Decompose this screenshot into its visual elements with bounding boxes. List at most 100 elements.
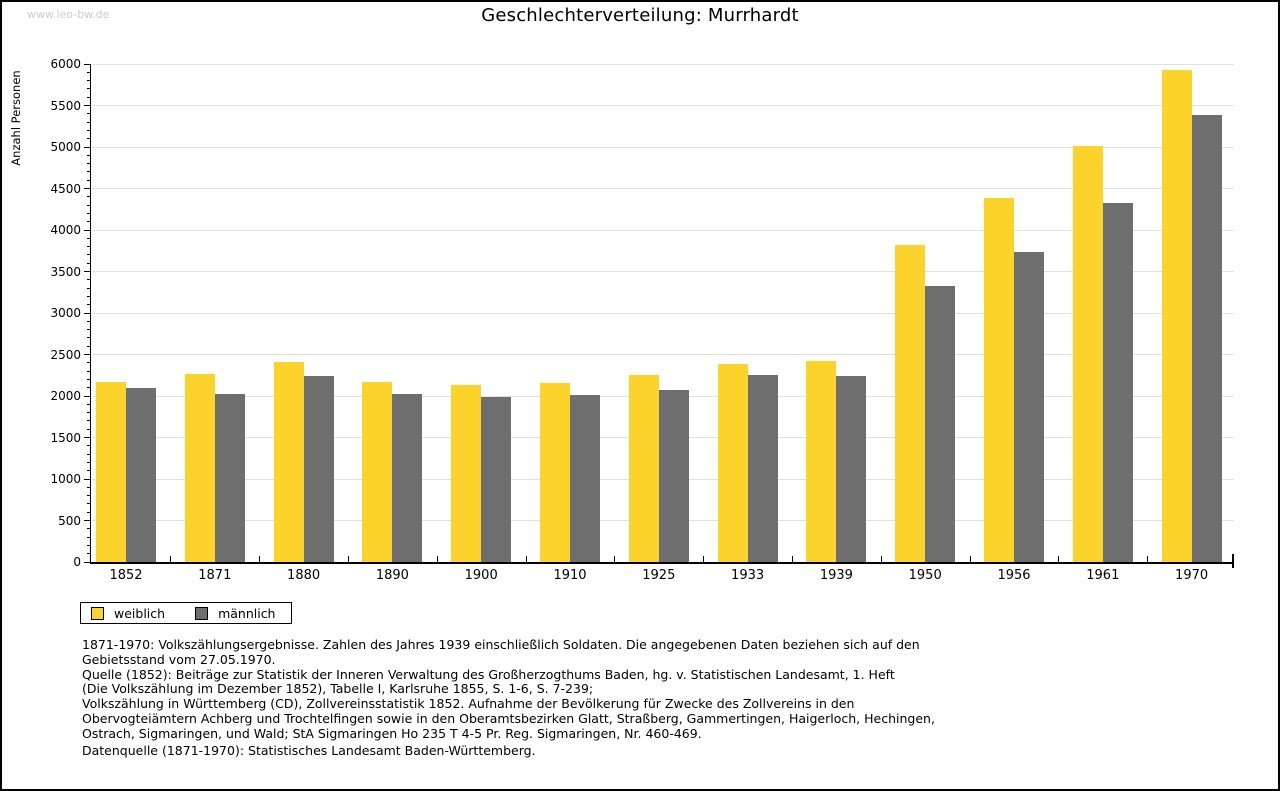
x-tick-label: 1970 bbox=[1175, 568, 1209, 583]
bar-weiblich-1852 bbox=[96, 381, 126, 562]
y-minor-tick bbox=[87, 428, 90, 430]
y-tick-label: 3500 bbox=[50, 264, 81, 279]
y-minor-tick bbox=[87, 154, 90, 156]
x-tick-label: 1900 bbox=[464, 568, 498, 583]
y-tick-label: 1500 bbox=[50, 430, 81, 445]
x-tick-label: 1950 bbox=[908, 568, 942, 583]
y-major-tick bbox=[84, 105, 90, 106]
bar-weiblich-1939 bbox=[806, 361, 837, 562]
y-minor-tick bbox=[87, 329, 90, 331]
bar-männlich-1961 bbox=[1102, 203, 1133, 562]
y-minor-tick bbox=[87, 461, 90, 463]
bar-männlich-1950 bbox=[925, 285, 956, 562]
datasource-line: Datenquelle (1871-1970): Statistisches L… bbox=[82, 743, 536, 758]
y-minor-tick bbox=[87, 503, 90, 505]
y-minor-tick bbox=[87, 370, 90, 372]
x-tick-label: 1890 bbox=[375, 568, 409, 583]
bar-männlich-1852 bbox=[126, 387, 156, 562]
y-minor-tick bbox=[87, 237, 90, 239]
y-minor-tick bbox=[87, 71, 90, 73]
footnote-line: Quelle (1852): Beiträge zur Statistik de… bbox=[82, 666, 895, 682]
y-axis-label: Anzahl Personen bbox=[9, 70, 23, 166]
y-minor-tick bbox=[87, 129, 90, 131]
x-boundary-tick bbox=[170, 556, 172, 562]
footnote-line: Obervogteiämtern Achberg und Trochtelfin… bbox=[82, 710, 935, 726]
bar-männlich-1871 bbox=[214, 394, 245, 562]
y-minor-tick bbox=[87, 403, 90, 405]
y-minor-tick bbox=[87, 345, 90, 347]
y-minor-tick bbox=[87, 212, 90, 214]
y-minor-tick bbox=[87, 304, 90, 306]
y-minor-tick bbox=[87, 179, 90, 181]
x-boundary-tick bbox=[614, 556, 616, 562]
x-boundary-tick bbox=[436, 556, 438, 562]
y-minor-tick bbox=[87, 287, 90, 289]
gridline bbox=[91, 229, 1234, 231]
x-tick-label: 1852 bbox=[109, 568, 143, 583]
y-minor-tick bbox=[87, 204, 90, 206]
bar-männlich-1890 bbox=[392, 394, 423, 562]
gridline bbox=[91, 146, 1234, 148]
y-major-tick bbox=[84, 561, 90, 563]
bar-weiblich-1950 bbox=[895, 244, 926, 562]
y-minor-tick bbox=[87, 536, 90, 538]
y-tick-label: 2000 bbox=[50, 389, 81, 403]
bar-weiblich-1871 bbox=[184, 374, 215, 562]
bar-weiblich-1925 bbox=[628, 375, 659, 562]
y-minor-tick bbox=[87, 553, 90, 555]
y-tick-label: 5000 bbox=[50, 140, 81, 154]
x-boundary-tick bbox=[703, 556, 705, 562]
bar-weiblich-1900 bbox=[451, 385, 482, 562]
legend-swatch-maennlich bbox=[195, 606, 209, 620]
y-major-tick bbox=[84, 63, 90, 65]
bar-weiblich-1956 bbox=[984, 198, 1014, 562]
y-tick-label: 4000 bbox=[50, 223, 81, 237]
y-major-tick bbox=[84, 354, 90, 355]
legend-label-weiblich: weiblich bbox=[114, 605, 166, 621]
y-minor-tick bbox=[87, 320, 90, 322]
y-minor-tick bbox=[87, 412, 90, 414]
bar-männlich-1880 bbox=[303, 376, 334, 562]
gridline bbox=[91, 271, 1234, 272]
y-minor-tick bbox=[87, 295, 90, 297]
y-minor-tick bbox=[87, 420, 90, 422]
y-minor-tick bbox=[87, 445, 90, 447]
footnotes: 1871-1970: Volkszählungsergebnisse. Zahl… bbox=[82, 637, 935, 742]
gridline bbox=[91, 105, 1234, 106]
y-minor-tick bbox=[87, 88, 90, 90]
watermark: www.leo-bw.de bbox=[27, 8, 110, 21]
x-tick-label: 1933 bbox=[731, 568, 765, 583]
y-major-tick bbox=[84, 271, 90, 272]
bar-männlich-1970 bbox=[1191, 114, 1222, 562]
x-tick-label: 1910 bbox=[553, 568, 587, 583]
y-major-tick bbox=[84, 229, 90, 231]
footnote-line: Ostrach, Sigmaringen, und Wald; StA Sigm… bbox=[82, 725, 702, 741]
footnote-line: 1871-1970: Volkszählungsergebnisse. Zahl… bbox=[82, 637, 920, 652]
y-minor-tick bbox=[87, 378, 90, 380]
gridline bbox=[91, 354, 1234, 355]
y-tick-label: 5500 bbox=[50, 98, 81, 113]
x-boundary-tick bbox=[259, 556, 261, 562]
y-minor-tick bbox=[87, 262, 90, 264]
bar-männlich-1900 bbox=[481, 396, 512, 562]
y-minor-tick bbox=[87, 80, 90, 82]
x-boundary-tick bbox=[525, 556, 527, 562]
y-tick-label: 4500 bbox=[50, 181, 81, 196]
bar-weiblich-1910 bbox=[540, 382, 570, 562]
y-minor-tick bbox=[87, 113, 90, 115]
y-minor-tick bbox=[87, 528, 90, 530]
legend-swatch-weiblich bbox=[91, 606, 104, 620]
x-axis-end-tick bbox=[1232, 554, 1234, 568]
y-tick-label: 1000 bbox=[50, 472, 81, 486]
y-major-tick bbox=[84, 478, 90, 480]
gridline bbox=[91, 63, 1234, 65]
y-minor-tick bbox=[87, 246, 90, 248]
y-minor-tick bbox=[87, 171, 90, 173]
y-tick-label: 2500 bbox=[50, 347, 81, 362]
y-major-tick bbox=[84, 188, 90, 189]
legend-label-maennlich: männlich bbox=[218, 605, 276, 621]
bar-weiblich-1961 bbox=[1072, 146, 1103, 562]
y-minor-tick bbox=[87, 495, 90, 497]
y-minor-tick bbox=[87, 470, 90, 472]
x-boundary-tick bbox=[969, 556, 971, 562]
